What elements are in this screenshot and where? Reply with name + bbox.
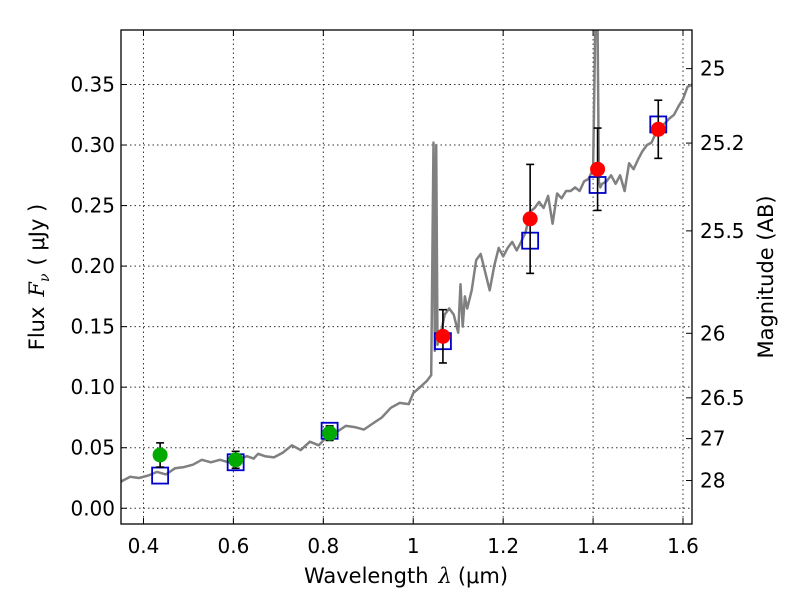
plot-area bbox=[121, 30, 692, 485]
optical-data-point bbox=[228, 452, 244, 468]
nir-data-point bbox=[650, 121, 666, 137]
y-tick-label: 0.35 bbox=[70, 72, 115, 96]
nir-data-point bbox=[522, 211, 538, 227]
right-axis-title: Magnitude (AB) bbox=[754, 195, 778, 358]
y-tick-label: 0.05 bbox=[70, 436, 115, 460]
y-axis-title: FluxFν( μJy ) bbox=[25, 204, 53, 350]
x-tick-label: 1.4 bbox=[577, 534, 609, 558]
optical-data-point bbox=[322, 425, 338, 441]
x-tick-label: 1 bbox=[407, 534, 420, 558]
y-tick-label: 0.20 bbox=[70, 254, 115, 278]
grid-lines bbox=[121, 30, 692, 524]
sed-model-line bbox=[121, 30, 692, 483]
y-tick-label: 0.25 bbox=[70, 194, 115, 218]
right-tick-label: 27 bbox=[700, 427, 725, 451]
x-tick-label: 0.6 bbox=[217, 534, 249, 558]
x-tick-label: 0.4 bbox=[128, 534, 160, 558]
nir-data-point bbox=[590, 161, 606, 177]
axis-ticks: 0.4 0.6 0.8 1 1.2 1.4 1.6 0.00 0.05 0.10 0.15 0.20 0… bbox=[70, 30, 745, 558]
y-tick-label: 0.00 bbox=[70, 496, 115, 520]
x-axis-title: Wavelength λ (μm) bbox=[304, 564, 508, 588]
right-tick-label: 28 bbox=[700, 469, 725, 493]
right-tick-label: 25 bbox=[700, 57, 725, 81]
optical-data-point bbox=[152, 447, 168, 463]
y-tick-label: 0.15 bbox=[70, 315, 115, 339]
nir-data-point bbox=[435, 328, 451, 344]
right-tick-label: 26.5 bbox=[700, 386, 745, 410]
x-tick-label: 1.6 bbox=[667, 534, 699, 558]
y-tick-label: 0.10 bbox=[70, 375, 115, 399]
x-tick-label: 0.8 bbox=[307, 534, 339, 558]
plot-frame bbox=[120, 29, 693, 525]
right-tick-label: 25.2 bbox=[700, 131, 745, 155]
right-tick-label: 25.5 bbox=[700, 219, 745, 243]
right-tick-label: 26 bbox=[700, 321, 725, 345]
x-tick-label: 1.2 bbox=[487, 534, 519, 558]
y-tick-label: 0.30 bbox=[70, 133, 115, 157]
